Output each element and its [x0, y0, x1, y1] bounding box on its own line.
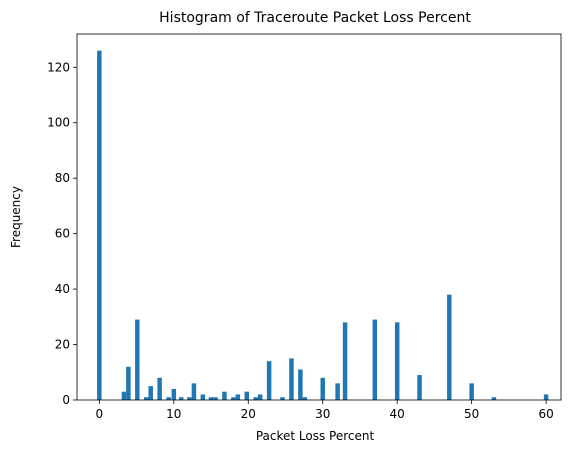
histogram-bar — [235, 394, 241, 400]
histogram-bar — [289, 358, 294, 400]
histogram-bar — [320, 377, 325, 400]
y-tick-label: 0 — [62, 393, 70, 407]
histogram-bar — [257, 394, 263, 400]
y-axis-ticks: 0 20 40 60 80 100 120 — [47, 60, 77, 407]
y-tick-label: 100 — [47, 116, 70, 130]
chart-title: Histogram of Traceroute Packet Loss Perc… — [159, 10, 471, 26]
x-axis-label: Packet Loss Percent — [256, 429, 375, 443]
histogram-bar — [543, 394, 549, 400]
x-tick-label: 30 — [315, 407, 330, 421]
histogram-bar — [491, 397, 497, 400]
histogram-bar — [157, 377, 162, 400]
y-tick-label: 20 — [55, 338, 70, 352]
histogram-bar — [417, 375, 422, 400]
x-tick-label: 10 — [166, 407, 181, 421]
y-tick-label: 80 — [55, 171, 70, 185]
histogram-bar — [187, 397, 192, 400]
histogram-bar — [372, 319, 378, 400]
histogram-bar — [200, 394, 206, 400]
histogram-bar — [208, 397, 214, 400]
histogram-bar — [280, 397, 285, 400]
y-tick-label: 120 — [47, 60, 70, 74]
histogram-bar — [213, 397, 218, 400]
histogram-bar — [394, 322, 400, 400]
x-tick-label: 20 — [241, 407, 256, 421]
histogram-bar — [121, 391, 127, 400]
x-tick-label: 40 — [390, 407, 405, 421]
plot-frame — [76, 33, 562, 401]
x-tick-label: 50 — [464, 407, 479, 421]
histogram-bar — [191, 383, 197, 400]
y-axis-label: Frequency — [9, 186, 23, 248]
histogram-bar — [253, 397, 258, 400]
histogram-bar — [447, 294, 452, 400]
histogram-bar — [179, 397, 184, 400]
histogram-bar — [97, 50, 102, 400]
x-tick-label: 60 — [538, 407, 553, 421]
histogram-bar — [135, 319, 140, 400]
y-tick-label: 60 — [55, 227, 70, 241]
x-axis-ticks: 0 10 20 30 40 50 60 — [96, 400, 554, 421]
histogram-bar — [222, 391, 227, 400]
histogram-bar — [469, 383, 474, 400]
histogram-bar — [148, 386, 153, 400]
histogram-bar — [144, 397, 149, 400]
y-tick-label: 40 — [55, 282, 70, 296]
histogram-bar — [302, 397, 308, 400]
histogram-bar — [298, 369, 303, 400]
histogram-bar — [166, 397, 171, 400]
histogram-bar — [126, 366, 131, 400]
x-tick-label: 0 — [96, 407, 104, 421]
histogram-bar — [231, 397, 236, 400]
histogram-bar — [244, 391, 250, 400]
histogram-bar — [171, 388, 177, 400]
histogram-bar — [335, 383, 340, 400]
histogram-bar — [342, 322, 348, 400]
histogram-bar — [266, 361, 272, 400]
bars-group — [97, 50, 549, 400]
